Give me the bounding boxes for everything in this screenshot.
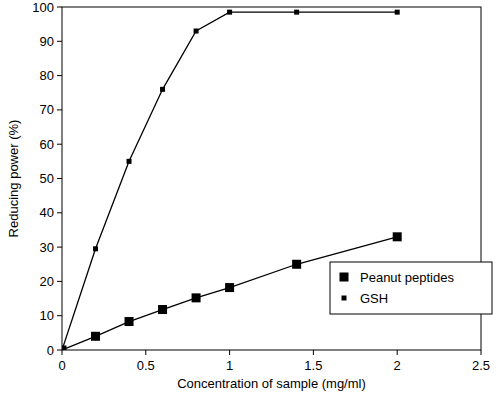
x-tick	[62, 350, 63, 355]
y-tick	[57, 315, 62, 316]
series-marker	[160, 87, 165, 92]
y-tick-label: 100	[32, 0, 54, 15]
y-tick	[57, 178, 62, 179]
x-tick	[145, 350, 146, 355]
y-tick	[57, 75, 62, 76]
x-tick-label: 0.5	[137, 358, 155, 373]
y-tick-label: 20	[40, 274, 54, 289]
series-marker	[294, 10, 299, 15]
y-tick-label: 0	[47, 343, 54, 358]
y-tick	[57, 41, 62, 42]
y-tick	[57, 247, 62, 248]
series-marker	[395, 10, 400, 15]
y-tick-label: 10	[40, 308, 54, 323]
legend-marker	[342, 296, 347, 301]
series-marker	[194, 29, 199, 34]
y-tick	[57, 109, 62, 110]
series-marker	[125, 317, 134, 326]
y-tick	[57, 212, 62, 213]
y-tick	[57, 350, 62, 351]
x-tick	[229, 350, 230, 355]
series-marker	[62, 348, 65, 351]
y-tick-label: 40	[40, 205, 54, 220]
x-tick-label: 1	[226, 358, 233, 373]
x-tick	[481, 350, 482, 355]
x-tick-label: 2.5	[472, 358, 490, 373]
series-marker	[93, 246, 98, 251]
x-tick-label: 1.5	[304, 358, 322, 373]
series-marker	[227, 10, 232, 15]
y-tick-label: 60	[40, 137, 54, 152]
series-marker	[393, 232, 402, 241]
series-marker	[225, 283, 234, 292]
y-tick-label: 50	[40, 171, 54, 186]
x-tick-label: 2	[394, 358, 401, 373]
y-tick-label: 90	[40, 34, 54, 49]
y-tick	[57, 144, 62, 145]
y-tick	[57, 7, 62, 8]
y-axis-title: Reducing power (%)	[6, 120, 21, 238]
legend: Peanut peptides GSH	[330, 262, 492, 314]
y-tick-label: 30	[40, 240, 54, 255]
series-marker	[192, 293, 201, 302]
series-marker	[91, 332, 100, 341]
series-marker	[158, 305, 167, 314]
y-tick	[57, 281, 62, 282]
series-marker	[292, 260, 301, 269]
y-tick-label: 70	[40, 102, 54, 117]
chart-root: 0 10 20 30 40 50 60 70 80 90 100 0 0.5 1 1.5 2 2.5 Concen…	[0, 0, 500, 398]
legend-marker	[340, 273, 349, 282]
y-tick-label: 80	[40, 68, 54, 83]
legend-box	[330, 262, 492, 314]
legend-label: GSH	[360, 291, 388, 306]
x-tick	[397, 350, 398, 355]
x-tick-label: 0	[58, 358, 65, 373]
series-marker	[127, 159, 132, 164]
legend-label: Peanut peptides	[360, 270, 454, 285]
x-tick	[313, 350, 314, 355]
x-axis-title: Concentration of sample (mg/ml)	[177, 376, 366, 391]
chart-svg: 0 10 20 30 40 50 60 70 80 90 100 0 0.5 1 1.5 2 2.5 Concen…	[0, 0, 500, 398]
